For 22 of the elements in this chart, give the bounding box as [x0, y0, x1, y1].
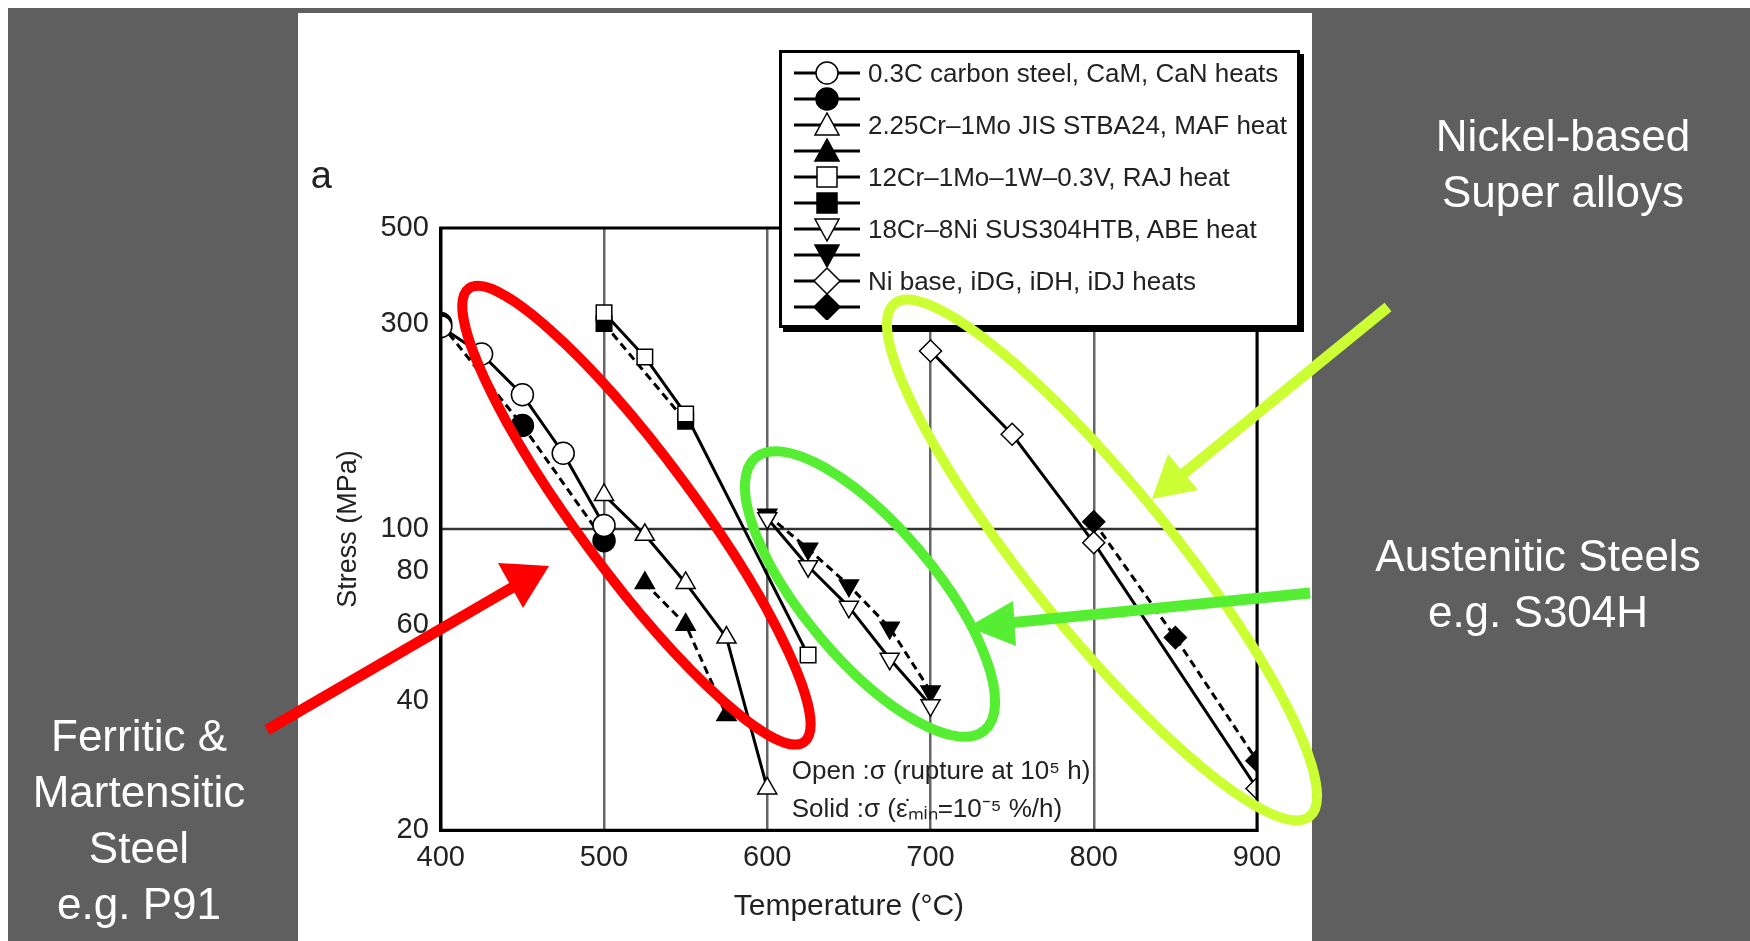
legend-label: 2.25Cr–1Mo JIS STBA24, MAF heat	[867, 109, 1287, 141]
y-tick-label: 500	[380, 210, 429, 242]
y-tick-label: 80	[396, 552, 429, 585]
y-tick-label: 100	[380, 511, 429, 544]
text: a	[310, 154, 333, 196]
y-tick-label: 300	[380, 305, 429, 338]
x-tick-label: 500	[579, 839, 629, 872]
x-tick-label: 900	[1232, 839, 1282, 872]
legend-label: Ni base, iDG, iDH, iDJ heats	[867, 265, 1196, 297]
text: Nickel-based Super alloys	[1434, 110, 1692, 218]
legend-label: 12Cr–1Mo–1W–0.3V, RAJ heat	[867, 161, 1230, 193]
y-axis-title: Stress (MPa)	[331, 450, 362, 608]
x-tick-label: 800	[1069, 839, 1118, 872]
x-axis-title: Temperature (°C)	[733, 888, 965, 922]
y-tick-label: 40	[396, 682, 429, 715]
text: Austenitic Steels e.g. S304H	[1374, 530, 1702, 638]
y-tick-label: 60	[396, 606, 429, 639]
legend-label: 18Cr–8Ni SUS304HTB, ABE heat	[867, 213, 1257, 245]
legend-label: 0.3C carbon steel, CaM, CaN heats	[867, 57, 1279, 89]
x-tick-label: 700	[906, 839, 955, 872]
text: Ferritic & Martensitic Steel e.g. P91	[31, 710, 247, 930]
x-tick-label: 600	[743, 839, 792, 872]
